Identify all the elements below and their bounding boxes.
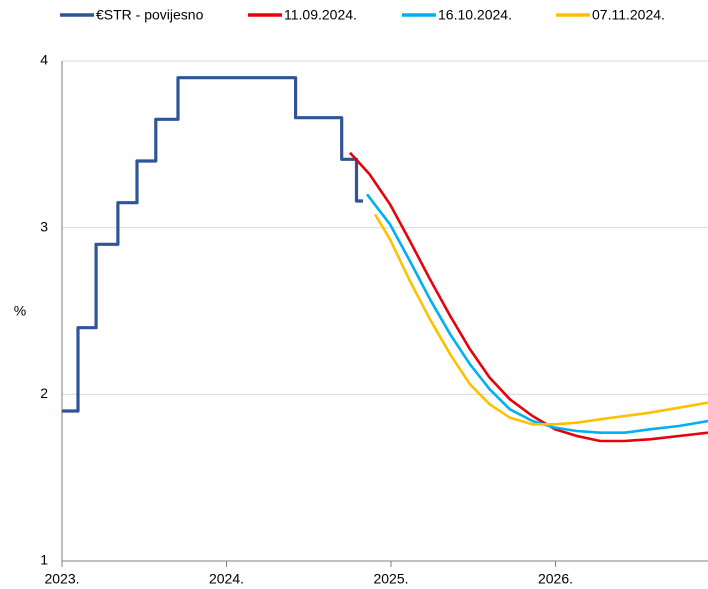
series-line	[349, 151, 708, 443]
y-tick-label: 1	[40, 552, 48, 568]
series-line	[365, 193, 708, 434]
series-line	[62, 76, 363, 413]
legend-label: 16.10.2024.	[438, 7, 512, 23]
x-tick-label: 2024.	[209, 571, 244, 587]
y-tick-label: 3	[40, 218, 48, 234]
x-tick-label: 2025.	[373, 571, 408, 587]
x-tick-label: 2023.	[44, 571, 79, 587]
legend-label: 07.11.2024.	[592, 7, 665, 23]
x-tick-label: 2026.	[538, 571, 573, 587]
legend-label: €STR - povijesno	[96, 7, 204, 23]
y-tick-label: 2	[40, 385, 48, 401]
legend-label: 11.09.2024.	[284, 7, 357, 23]
y-axis-label: %	[14, 303, 26, 319]
series-line	[373, 213, 708, 426]
y-tick-label: 4	[40, 52, 48, 68]
